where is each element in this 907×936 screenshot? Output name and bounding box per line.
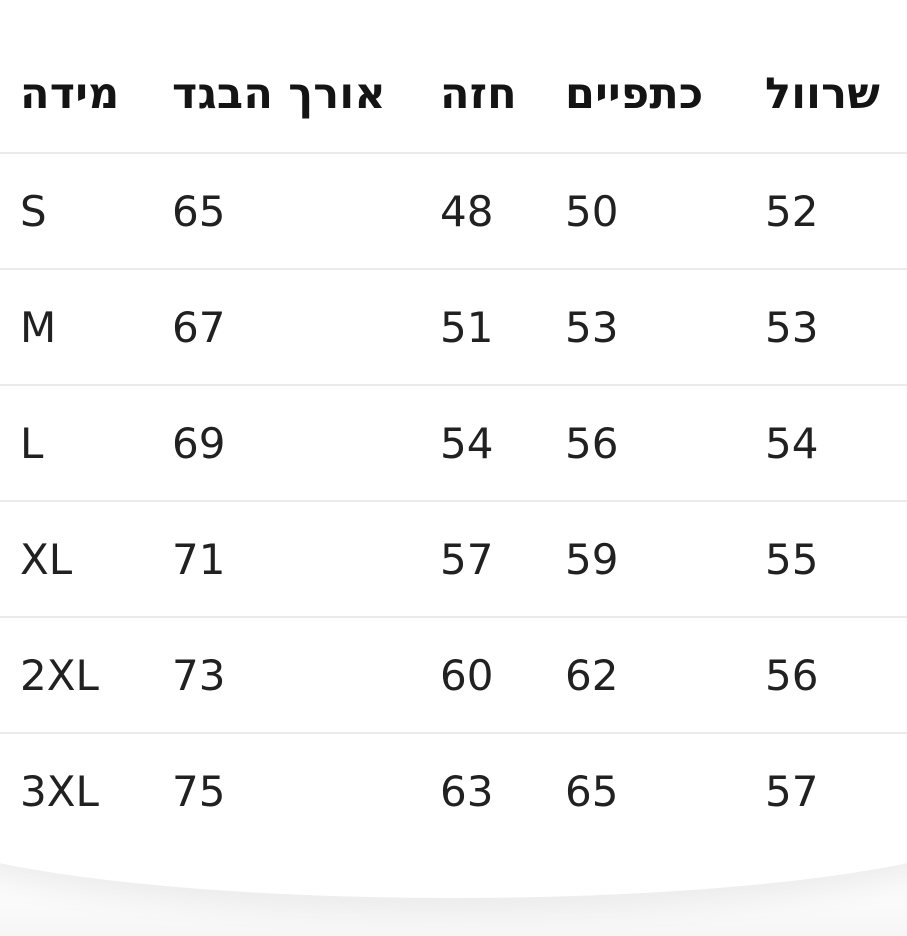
table-row-size-l: L 69 54 56 54	[0, 384, 907, 500]
table-row-size-s: S 65 48 50 52	[0, 152, 907, 268]
column-header-chest: חזה	[440, 69, 517, 119]
column-header-sleeve: שרוול	[765, 69, 881, 119]
chest-value: 48	[440, 186, 494, 236]
table-row-size-2xl: 2XL 73 60 62 56	[0, 616, 907, 732]
garment-length-value: 69	[172, 418, 226, 468]
sleeve-value: 53	[765, 302, 819, 352]
column-header-garment-length: אורך הבגד	[172, 69, 386, 119]
column-header-shoulders: כתפיים	[565, 69, 704, 119]
table-row-size-xl: XL 71 57 59 55	[0, 500, 907, 616]
sleeve-value: 56	[765, 650, 819, 700]
shoulders-value: 59	[565, 534, 619, 584]
garment-length-value: 67	[172, 302, 226, 352]
garment-length-value: 71	[172, 534, 226, 584]
shoulders-value: 65	[565, 766, 619, 816]
garment-length-value: 75	[172, 766, 226, 816]
sleeve-value: 54	[765, 418, 819, 468]
size-label: 2XL	[20, 650, 99, 700]
chest-value: 51	[440, 302, 494, 352]
size-chart-table: מידה אורך הבגד חזה כתפיים שרוול S 65 48 …	[0, 0, 907, 848]
shoulders-value: 50	[565, 186, 619, 236]
size-label: L	[20, 418, 44, 468]
shoulders-value: 53	[565, 302, 619, 352]
size-label: XL	[20, 534, 73, 584]
size-label: S	[20, 186, 47, 236]
sleeve-value: 55	[765, 534, 819, 584]
table-row-size-3xl: 3XL 75 63 65 57	[0, 732, 907, 848]
column-header-size: מידה	[20, 69, 120, 119]
chest-value: 63	[440, 766, 494, 816]
chest-value: 54	[440, 418, 494, 468]
shoulders-value: 56	[565, 418, 619, 468]
garment-length-value: 65	[172, 186, 226, 236]
sleeve-value: 52	[765, 186, 819, 236]
bottom-sheet-shadow	[0, 848, 907, 936]
chest-value: 60	[440, 650, 494, 700]
chest-value: 57	[440, 534, 494, 584]
table-row-size-m: M 67 51 53 53	[0, 268, 907, 384]
size-label: M	[20, 302, 57, 352]
sleeve-value: 57	[765, 766, 819, 816]
shoulders-value: 62	[565, 650, 619, 700]
garment-length-value: 73	[172, 650, 226, 700]
size-chart-header-row: מידה אורך הבגד חזה כתפיים שרוול	[0, 0, 907, 152]
size-label: 3XL	[20, 766, 99, 816]
